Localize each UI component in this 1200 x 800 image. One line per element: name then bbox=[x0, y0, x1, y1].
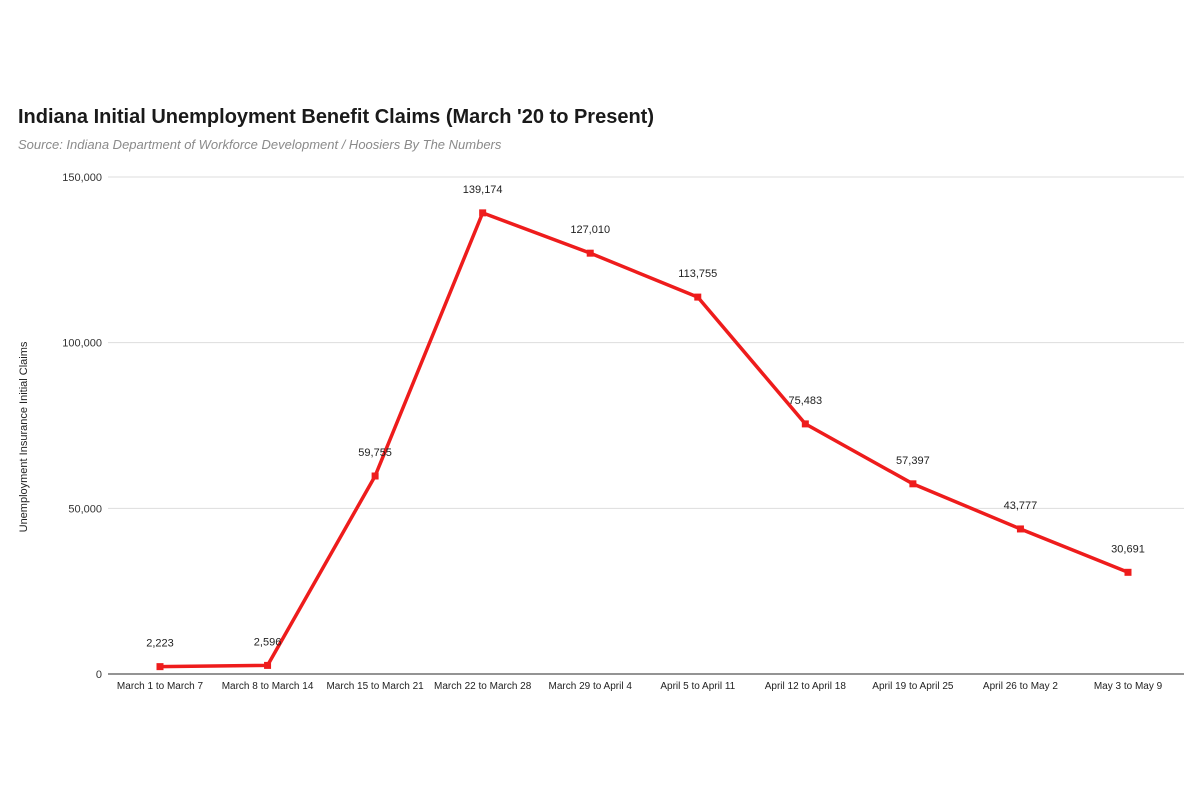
data-labels: 2,223 2,596 59,755 139,174 127,010 113,755 75,… bbox=[146, 184, 1145, 650]
data-label: 127,010 bbox=[570, 224, 610, 236]
x-category-label: March 22 to March 28 bbox=[434, 681, 532, 692]
data-points bbox=[156, 209, 1132, 671]
data-point bbox=[264, 661, 272, 669]
data-point bbox=[586, 249, 594, 257]
y-axis-title: Unemployment Insurance Initial Claims bbox=[18, 341, 30, 532]
gridlines bbox=[108, 176, 1184, 675]
y-axis-ticks: 0 50,000 100,000 150,000 bbox=[62, 172, 102, 681]
x-category-label: April 19 to April 25 bbox=[872, 681, 954, 692]
y-tick-label: 0 bbox=[96, 669, 102, 681]
chart-subtitle: Source: Indiana Department of Workforce … bbox=[18, 137, 502, 152]
data-label: 43,777 bbox=[1004, 500, 1038, 512]
data-point bbox=[156, 663, 164, 671]
data-point bbox=[909, 480, 917, 488]
x-category-label: April 12 to April 18 bbox=[765, 681, 847, 692]
x-category-label: May 3 to May 9 bbox=[1094, 681, 1163, 692]
series-line bbox=[158, 211, 1130, 669]
data-label: 30,691 bbox=[1111, 543, 1145, 555]
x-category-label: March 15 to March 21 bbox=[326, 681, 424, 692]
x-category-label: March 8 to March 14 bbox=[222, 681, 314, 692]
data-label: 113,755 bbox=[678, 268, 717, 280]
data-label: 59,755 bbox=[358, 447, 392, 459]
y-tick-label: 100,000 bbox=[62, 338, 102, 350]
data-point bbox=[1016, 525, 1024, 533]
data-point bbox=[371, 472, 379, 480]
x-category-label: April 5 to April 11 bbox=[660, 681, 735, 692]
x-category-label: March 1 to March 7 bbox=[117, 681, 204, 692]
x-category-label: March 29 to April 4 bbox=[549, 681, 633, 692]
x-axis-categories: March 1 to March 7 March 8 to March 14 Mar… bbox=[117, 681, 1163, 692]
data-point bbox=[694, 293, 702, 301]
data-label: 57,397 bbox=[896, 455, 930, 467]
data-label: 139,174 bbox=[463, 184, 503, 196]
data-label: 2,223 bbox=[146, 638, 174, 650]
data-label: 75,483 bbox=[789, 395, 823, 407]
data-point bbox=[1124, 568, 1132, 576]
data-point bbox=[479, 209, 487, 217]
y-tick-label: 150,000 bbox=[62, 172, 102, 184]
series-line-group bbox=[158, 211, 1130, 669]
y-tick-label: 50,000 bbox=[68, 503, 102, 515]
data-point bbox=[801, 420, 809, 428]
chart-title: Indiana Initial Unemployment Benefit Cla… bbox=[18, 106, 654, 128]
x-category-label: April 26 to May 2 bbox=[983, 681, 1058, 692]
data-label: 2,596 bbox=[254, 636, 282, 648]
